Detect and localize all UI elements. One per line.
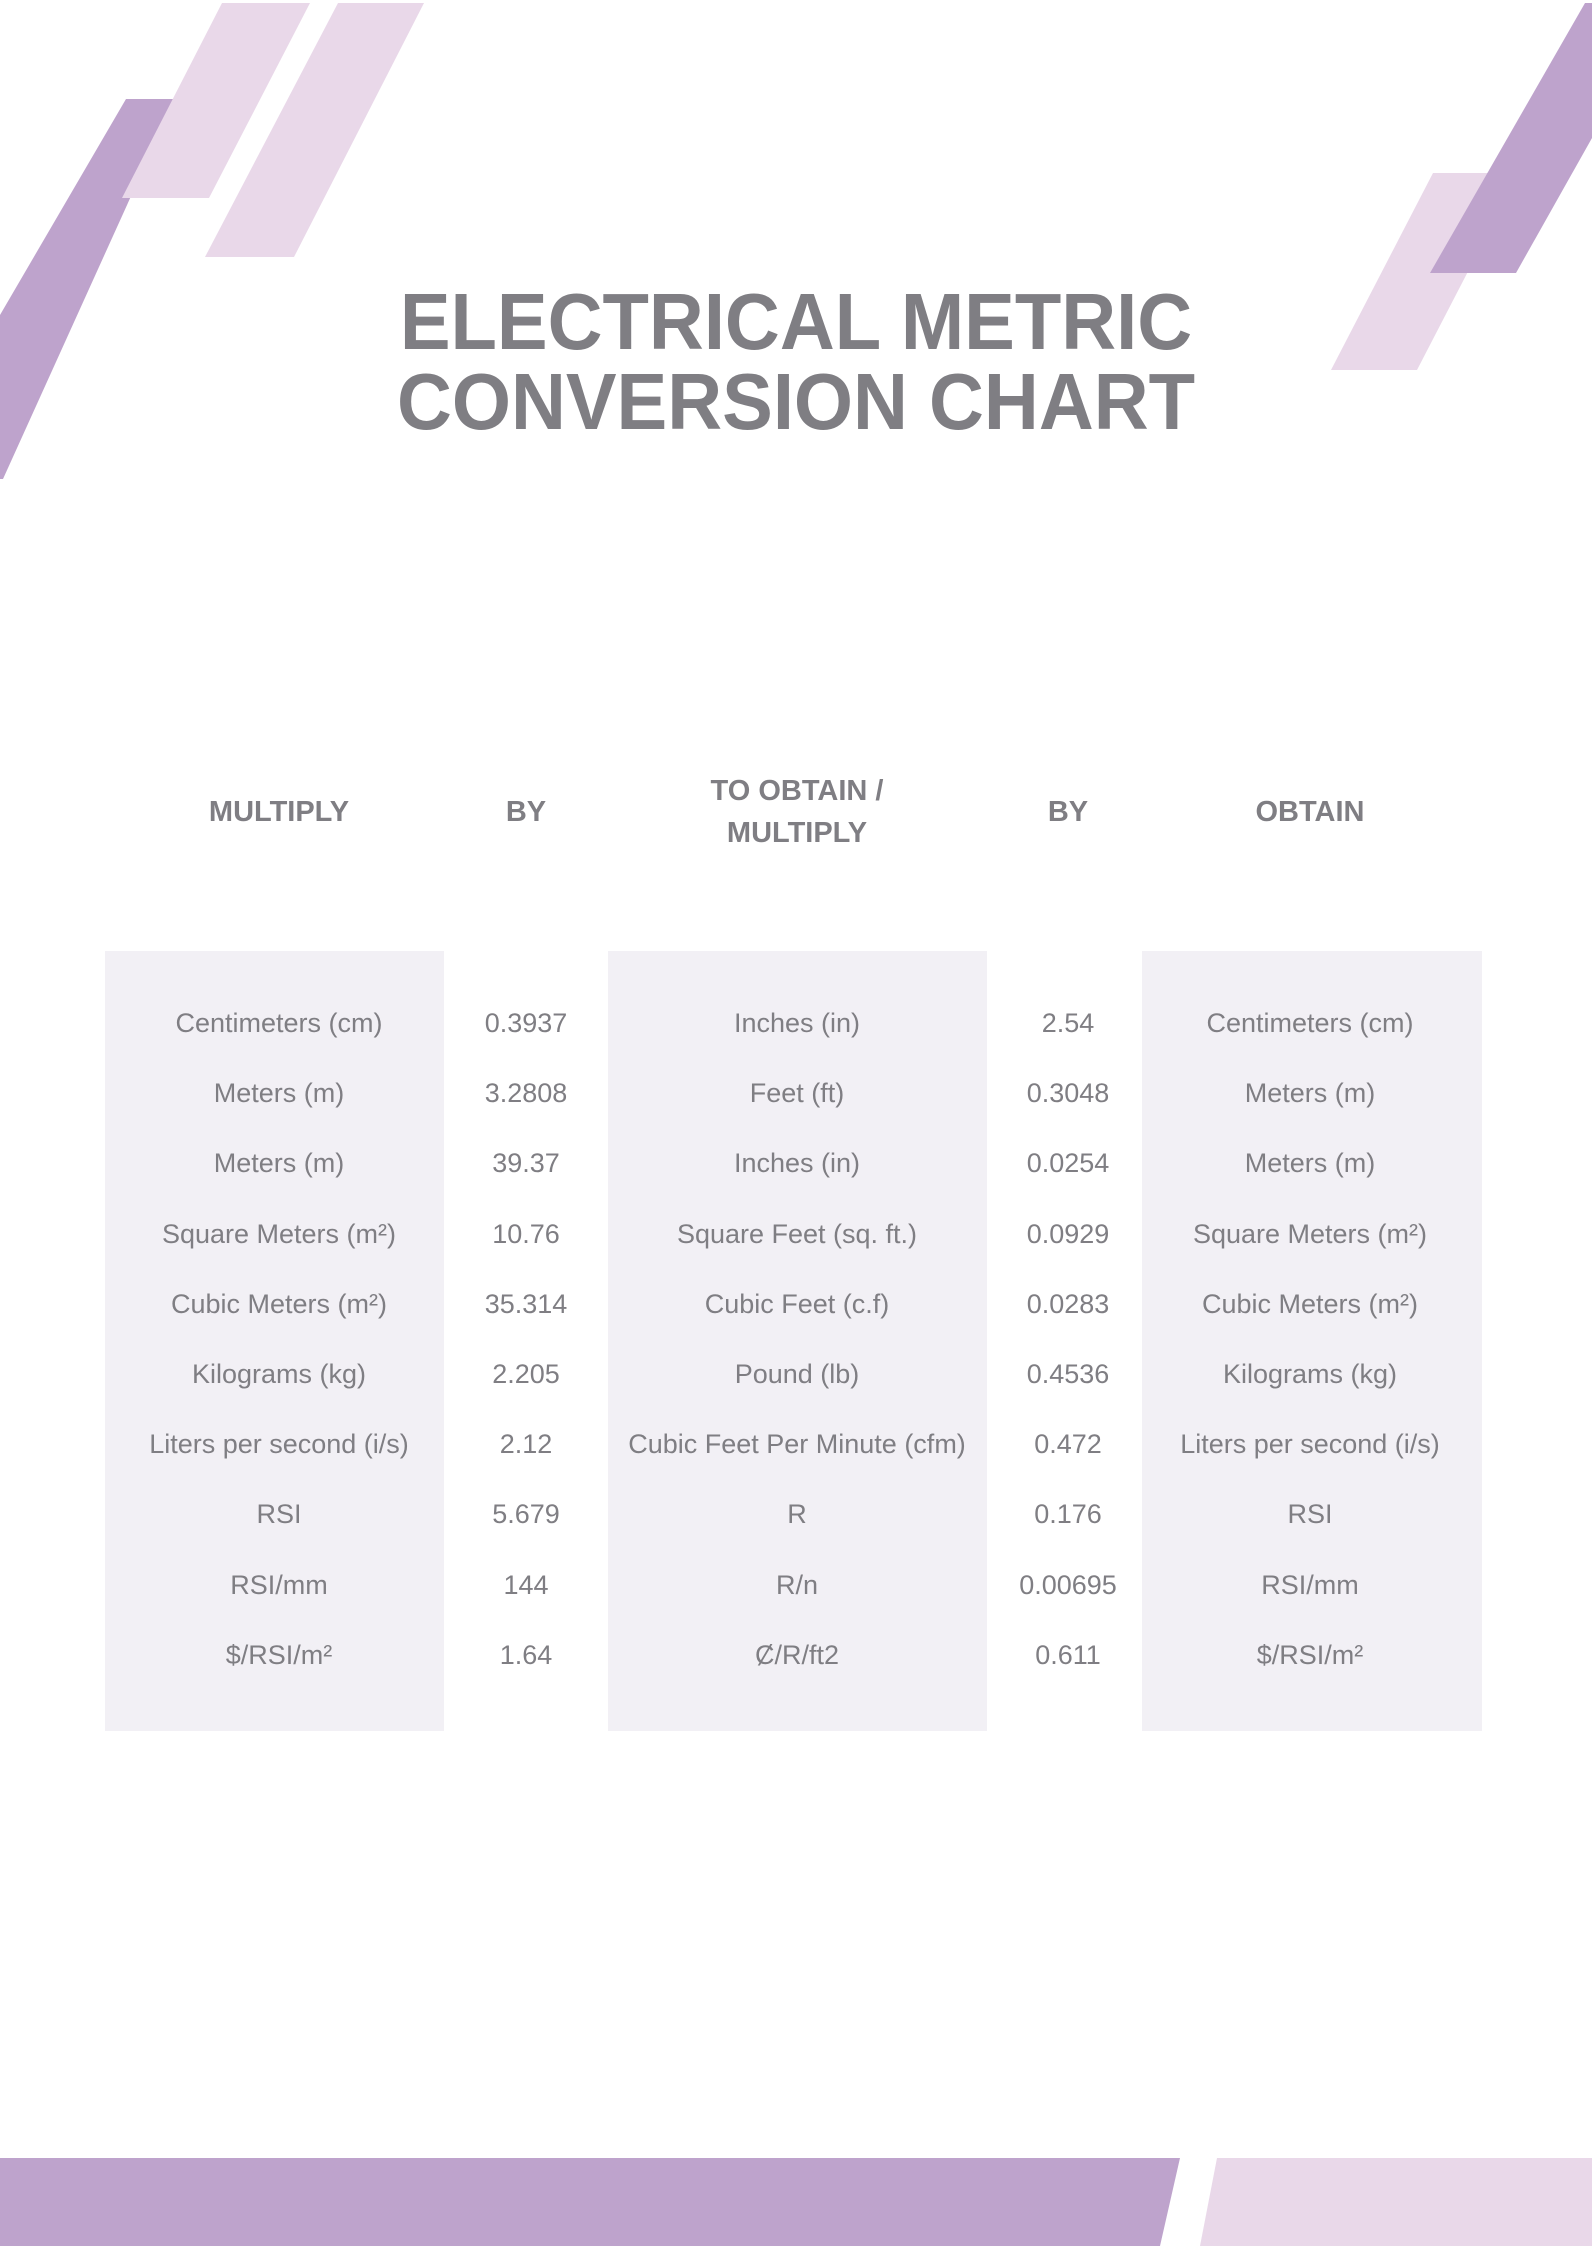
decor-stripe-light-left-2 [205, 3, 424, 257]
cell-to-obtain: Inches (in) [733, 1148, 861, 1179]
cell-multiply: Cubic Meters (m²) [170, 1288, 387, 1319]
decor-stripe-light-left-1 [122, 3, 310, 198]
cell-by: 3.2808 [484, 1078, 568, 1109]
cell-by: 2.12 [499, 1429, 553, 1460]
cell-by: 10.76 [492, 1218, 560, 1249]
cell-obtain: RSI/mm [1261, 1569, 1359, 1600]
cell-multiply: RSI/mm [230, 1569, 328, 1600]
cell-to-obtain: R/n [775, 1569, 819, 1600]
cell-multiply: RSI [256, 1499, 302, 1530]
cell-multiply: Meters (m) [213, 1148, 345, 1179]
cell-by-inverse: 0.176 [1034, 1499, 1102, 1530]
cell-obtain: Square Meters (m²) [1192, 1218, 1428, 1249]
cell-multiply: Square Meters (m²) [161, 1218, 397, 1249]
decor-stripe-dark-right [1430, 3, 1592, 273]
cell-multiply: $/RSI/m² [225, 1639, 333, 1670]
cell-multiply: Kilograms (kg) [191, 1359, 367, 1389]
cell-obtain: Meters (m) [1244, 1078, 1376, 1109]
cell-by-inverse: 2.54 [1041, 1008, 1095, 1038]
column-shade-multiply [105, 951, 444, 1731]
cell-by-inverse: 0.472 [1034, 1429, 1102, 1460]
cell-multiply: Centimeters (cm) [175, 1008, 383, 1038]
cell-by: 35.314 [484, 1288, 568, 1319]
cell-multiply: Liters per second (i/s) [149, 1429, 409, 1460]
cell-to-obtain: R [787, 1499, 807, 1530]
cell-by-inverse: 0.0283 [1026, 1288, 1110, 1319]
footer-bar-dark [0, 2158, 1180, 2246]
cell-to-obtain: Square Feet (sq. ft.) [676, 1218, 918, 1249]
cell-obtain: $/RSI/m² [1256, 1639, 1364, 1670]
cell-obtain: Meters (m) [1244, 1148, 1376, 1179]
cell-by-inverse: 0.611 [1035, 1639, 1101, 1670]
cell-obtain: Kilograms (kg) [1222, 1359, 1398, 1389]
cell-obtain: RSI [1287, 1499, 1333, 1530]
header-by-2: BY [1047, 796, 1089, 828]
cell-to-obtain: Ȼ/R/ft2 [754, 1639, 840, 1670]
cell-obtain: Cubic Meters (m²) [1201, 1288, 1418, 1319]
cell-by: 1.64 [499, 1639, 553, 1670]
title-line-1: ELECTRICAL METRIC [399, 277, 1193, 366]
header-by-1: BY [505, 796, 547, 828]
cell-to-obtain: Inches (in) [733, 1008, 861, 1038]
cell-by: 2.205 [492, 1359, 560, 1389]
cell-by-inverse: 0.4536 [1026, 1359, 1110, 1389]
header-obtain: OBTAIN [1255, 796, 1365, 828]
title-line-2: CONVERSION CHART [396, 357, 1196, 446]
header-to-obtain-multiply: TO OBTAIN / MULTIPLY [710, 775, 884, 849]
cell-multiply: Meters (m) [213, 1078, 345, 1109]
cell-by-inverse: 0.3048 [1026, 1078, 1110, 1109]
cell-by-inverse: 0.0929 [1026, 1218, 1110, 1249]
cell-by-inverse: 0.00695 [1019, 1569, 1117, 1600]
cell-obtain: Liters per second (i/s) [1180, 1429, 1440, 1460]
cell-by: 144 [503, 1569, 549, 1600]
cell-to-obtain: Cubic Feet (c.f) [704, 1288, 890, 1319]
cell-to-obtain: Pound (lb) [734, 1359, 860, 1389]
page-title: ELECTRICAL METRIC CONVERSION CHART [0, 282, 1592, 442]
cell-to-obtain: Cubic Feet Per Minute (cfm) [628, 1429, 966, 1460]
column-shade-to-obtain [608, 951, 987, 1731]
cell-by: 39.37 [492, 1148, 560, 1179]
cell-by-inverse: 0.0254 [1026, 1148, 1110, 1179]
cell-by: 5.679 [492, 1499, 560, 1530]
cell-by: 0.3937 [484, 1008, 568, 1038]
footer-bar-light [1200, 2158, 1592, 2246]
header-multiply: MULTIPLY [208, 796, 350, 828]
cell-obtain: Centimeters (cm) [1206, 1008, 1414, 1038]
column-shade-obtain [1142, 951, 1482, 1731]
cell-to-obtain: Feet (ft) [749, 1078, 845, 1109]
